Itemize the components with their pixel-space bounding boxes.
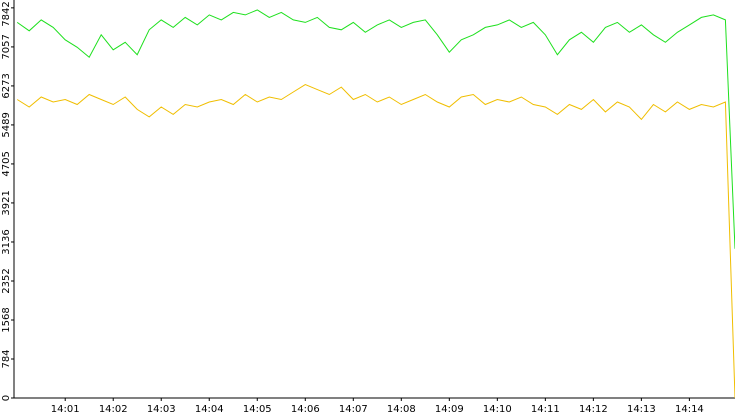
- y-tick-label: 784: [1, 349, 12, 368]
- x-tick-label: 14:03: [147, 404, 176, 415]
- x-tick-label: 14:04: [195, 404, 224, 415]
- y-tick-label: 2352: [1, 268, 12, 293]
- y-tick-label: 7842: [1, 1, 12, 26]
- x-tick-label: 14:09: [435, 404, 464, 415]
- y-tick-label: 6273: [1, 73, 12, 98]
- x-tick-label: 14:05: [243, 404, 272, 415]
- y-tick-label: 0: [1, 395, 12, 401]
- x-tick-label: 14:12: [579, 404, 608, 415]
- x-tick-label: 14:01: [51, 404, 80, 415]
- x-tick-label: 14:06: [291, 404, 320, 415]
- y-tick-label: 5489: [1, 112, 12, 137]
- x-tick-label: 14:13: [627, 404, 656, 415]
- y-tick-label: 1568: [1, 307, 12, 332]
- line-series: [16, 9, 735, 249]
- y-tick-label: 4705: [1, 151, 12, 176]
- x-tick-label: 14:10: [483, 404, 512, 415]
- x-tick-label: 14:07: [339, 404, 368, 415]
- line-series: [16, 84, 735, 399]
- y-tick-label: 3136: [1, 229, 12, 254]
- x-tick-label: 14:02: [99, 404, 128, 415]
- y-tick-label: 7057: [1, 34, 12, 59]
- x-tick-label: 14:11: [531, 404, 560, 415]
- x-tick-label: 14:08: [387, 404, 416, 415]
- y-tick-label: 3921: [1, 190, 12, 215]
- x-tick-label: 14:14: [675, 404, 704, 415]
